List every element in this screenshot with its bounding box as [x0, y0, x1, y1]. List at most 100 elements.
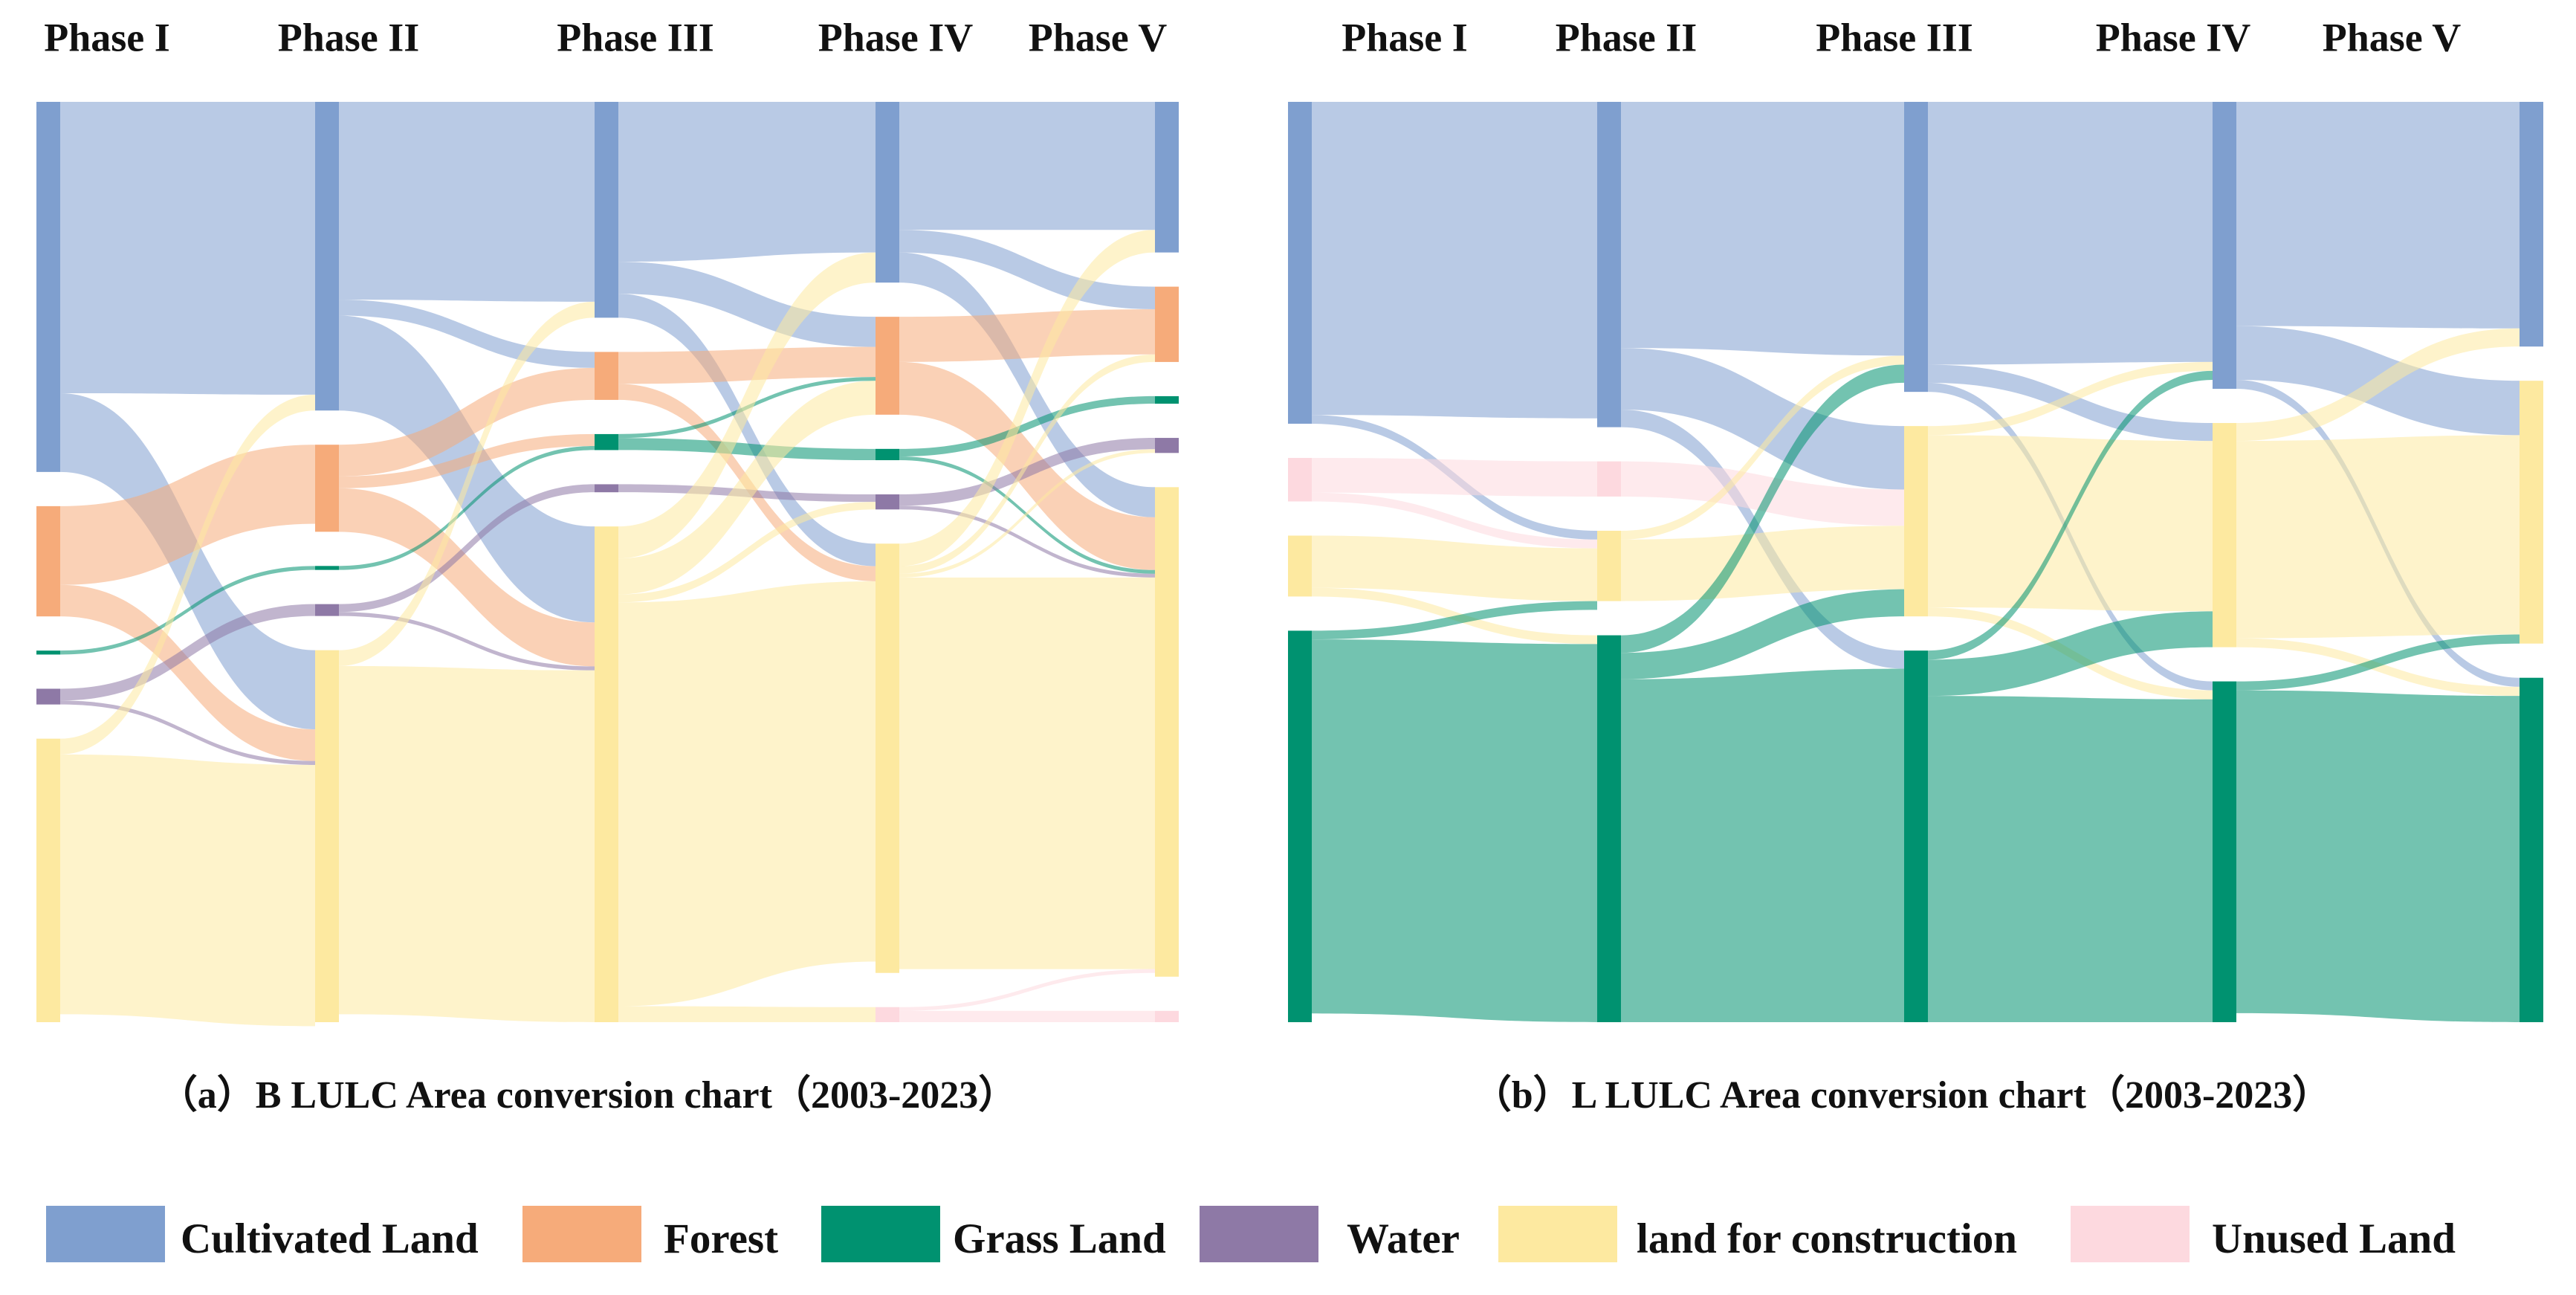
flow: [60, 566, 315, 655]
node: [1155, 1010, 1179, 1022]
flow: [899, 577, 1155, 969]
node: [2520, 102, 2543, 347]
flow: [618, 438, 876, 461]
phase-label: Phase I: [1342, 15, 1468, 59]
node: [36, 688, 60, 705]
flow: [899, 438, 1155, 506]
flow: [60, 394, 315, 755]
flow: [339, 446, 595, 570]
flow: [1312, 639, 1597, 1022]
flow: [60, 445, 315, 585]
node: [1597, 635, 1621, 1022]
flow: [618, 502, 876, 603]
flow: [2236, 638, 2520, 697]
legend-swatch: [2071, 1206, 2190, 1262]
node: [876, 543, 899, 973]
flow: [618, 346, 876, 384]
flow: [1312, 102, 1597, 419]
legend-label: Water: [1347, 1215, 1460, 1262]
flow: [1621, 461, 1904, 526]
flow: [1928, 611, 2213, 697]
node: [315, 650, 339, 1022]
flow: [60, 584, 315, 761]
flow: [618, 102, 876, 262]
phase-label: Phase I: [44, 15, 170, 59]
node: [36, 738, 60, 1022]
node: [1155, 438, 1179, 453]
node: [876, 1007, 899, 1022]
flow: [1928, 370, 2213, 660]
node: [1597, 461, 1621, 497]
flow: [899, 1010, 1155, 1022]
flow: [1312, 457, 1597, 497]
phase-label: Phase II: [278, 15, 420, 59]
flow: [1312, 492, 1597, 549]
node: [36, 650, 60, 655]
node: [1904, 102, 1928, 393]
legend-swatch: [46, 1206, 165, 1262]
flow: [339, 315, 595, 623]
legend-swatch: [1200, 1206, 1318, 1262]
flow: [1621, 526, 1904, 601]
flow: [1928, 435, 2213, 612]
chart-caption: （b）L LULC Area conversion chart（2003-202…: [1473, 1073, 2331, 1117]
node: [2213, 681, 2236, 1022]
flow: [618, 1006, 876, 1022]
flow: [1621, 364, 1904, 653]
node: [1288, 630, 1312, 1022]
node: [36, 102, 60, 472]
node: [595, 433, 618, 450]
node: [595, 352, 618, 400]
flow: [618, 581, 876, 1007]
node: [876, 317, 899, 415]
flow: [899, 230, 1155, 310]
legend-label: Forest: [664, 1215, 778, 1262]
flow: [339, 488, 595, 667]
flow: [1621, 348, 1904, 490]
node: [1288, 457, 1312, 502]
legend-label: Unused Land: [2212, 1215, 2456, 1262]
legend-swatch: [522, 1206, 641, 1262]
node: [1288, 102, 1312, 424]
node: [315, 445, 339, 532]
phase-label: Phase III: [557, 15, 714, 59]
node: [1288, 535, 1312, 597]
flow: [2236, 690, 2520, 1022]
flow: [899, 354, 1155, 574]
flow: [618, 252, 876, 559]
flow: [60, 700, 315, 765]
legend-label: land for construction: [1637, 1215, 2017, 1262]
node: [1155, 487, 1179, 977]
legend-label: Grass Land: [953, 1215, 1166, 1262]
flow: [1312, 535, 1597, 601]
phase-label: Phase II: [1556, 15, 1698, 59]
flow: [1621, 355, 1904, 540]
node: [876, 494, 899, 510]
flow: [339, 484, 595, 613]
flows: [1312, 102, 2520, 1022]
node: [876, 102, 899, 283]
flow: [2236, 328, 2520, 442]
node: [2213, 423, 2236, 648]
node: [2520, 677, 2543, 1022]
chart-caption: （a）B LULC Area conversion chart（2003-202…: [159, 1073, 1017, 1117]
flow: [2236, 634, 2520, 691]
flow: [899, 309, 1155, 362]
flow: [60, 604, 315, 701]
node: [595, 102, 618, 318]
node: [1597, 530, 1621, 601]
flow: [618, 262, 876, 347]
flow: [899, 395, 1155, 456]
flow: [1621, 102, 1904, 356]
flow: [2236, 435, 2520, 639]
flow: [618, 294, 876, 566]
flow: [618, 381, 876, 595]
flow: [899, 969, 1155, 1011]
phase-label: Phase V: [2323, 15, 2462, 59]
phase-label: Phase IV: [2096, 15, 2251, 59]
flow: [899, 230, 1155, 566]
node: [595, 484, 618, 493]
node: [315, 566, 339, 570]
flow: [899, 252, 1155, 517]
